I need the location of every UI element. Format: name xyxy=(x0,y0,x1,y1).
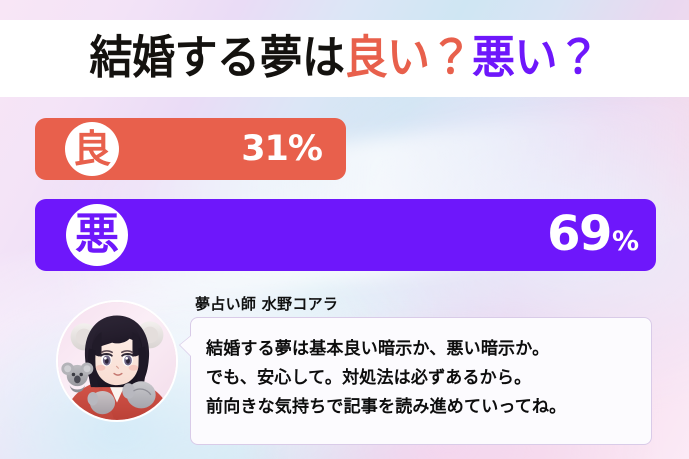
title-good-question-mark: ？ xyxy=(429,31,473,85)
bar-good-percent-sign: % xyxy=(287,129,323,169)
bar-good: 良 31% xyxy=(35,118,346,180)
bar-good-number: 31 xyxy=(241,129,289,169)
bar-bad-number: 69 xyxy=(547,206,612,262)
title-band: 結婚する夢は良い？悪い？ xyxy=(0,20,689,97)
speech-bubble-text: 結婚する夢は基本良い暗示か、悪い暗示か。 でも、安心して。対処法は必ずあるから。… xyxy=(206,339,567,417)
bar-bad-percent-sign: % xyxy=(611,226,639,257)
avatar xyxy=(56,300,178,422)
bar-bad: 悪 69% xyxy=(35,199,656,271)
avatar-illustration xyxy=(58,302,176,420)
page-title: 結婚する夢は良い？悪い？ xyxy=(90,35,600,82)
title-good-word: 良い xyxy=(344,31,431,85)
speech-bubble-tail xyxy=(180,336,191,356)
author-name: 夢占い師 水野コアラ xyxy=(195,295,339,313)
bar-bad-badge: 悪 xyxy=(66,204,128,266)
bar-good-badge: 良 xyxy=(65,122,119,176)
speech-bubble: 結婚する夢は基本良い暗示か、悪い暗示か。 でも、安心して。対処法は必ずあるから。… xyxy=(180,317,652,445)
title-prefix: 結婚する夢は xyxy=(89,31,346,85)
title-bad-word: 悪い xyxy=(472,31,558,85)
title-bad-question-mark: ？ xyxy=(557,31,600,85)
bar-good-value: 31% xyxy=(241,129,323,169)
bar-bad-value: 69% xyxy=(547,210,639,258)
